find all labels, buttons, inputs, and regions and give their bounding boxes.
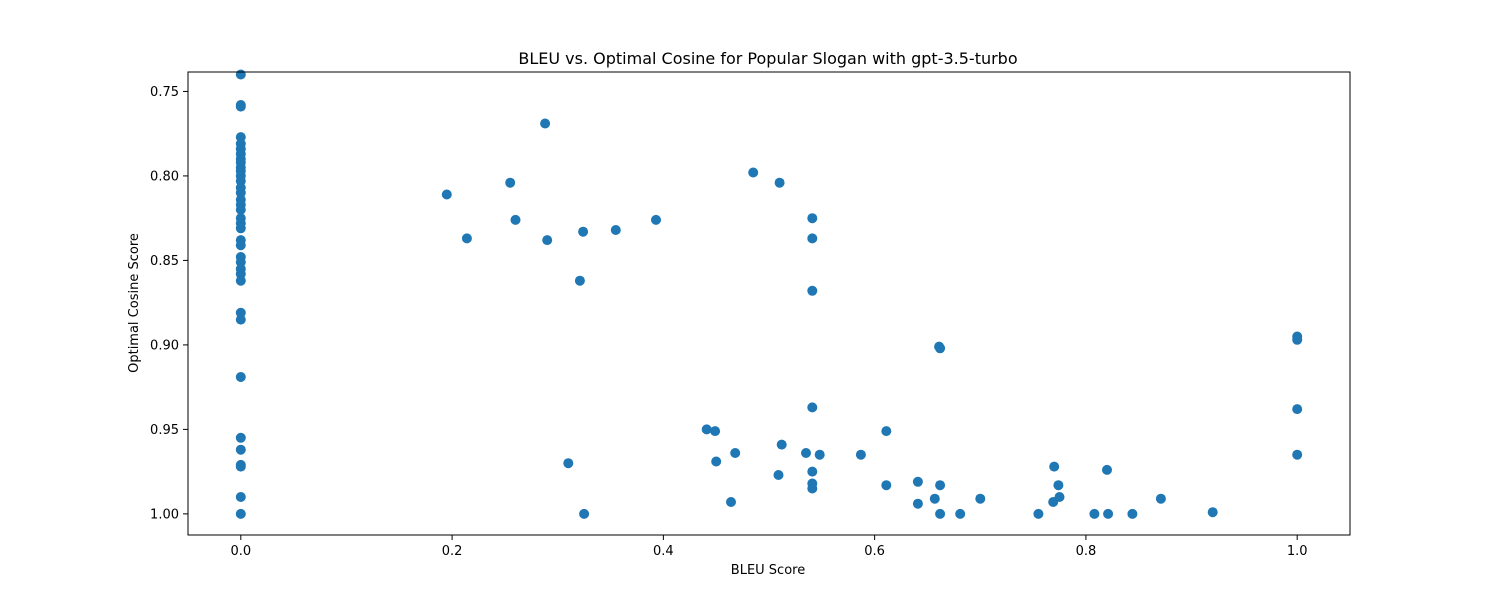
- data-point-81: [1049, 461, 1060, 472]
- data-point-56: [774, 177, 785, 188]
- data-point-49: [701, 424, 712, 435]
- data-point-38: [461, 233, 472, 244]
- data-point-84: [1089, 508, 1100, 519]
- data-point-92: [1292, 404, 1303, 415]
- data-point-58: [801, 448, 811, 458]
- data-point-74: [935, 343, 946, 354]
- data-point-70: [912, 476, 923, 487]
- data-point-27: [235, 275, 246, 286]
- data-point-44: [574, 275, 585, 286]
- data-point-55: [773, 470, 784, 480]
- x-tick-label: 0.0: [230, 544, 251, 559]
- data-point-69: [881, 480, 892, 491]
- data-point-63: [807, 466, 818, 477]
- data-point-83: [1054, 492, 1065, 502]
- data-point-88: [1155, 493, 1166, 504]
- y-tick-label: 0.80: [150, 169, 179, 184]
- data-point-77: [955, 508, 966, 519]
- data-point-75: [935, 480, 946, 491]
- data-point-67: [855, 449, 866, 460]
- data-point-78: [975, 493, 986, 504]
- x-tick-label: 0.6: [864, 544, 885, 559]
- points-layer: [235, 69, 1303, 519]
- data-point-79: [1033, 508, 1044, 519]
- data-point-41: [540, 118, 551, 129]
- data-point-68: [881, 426, 892, 437]
- chart-title: BLEU vs. Optimal Cosine for Popular Slog…: [518, 49, 1017, 68]
- data-point-82: [1053, 480, 1064, 491]
- data-point-35: [235, 492, 246, 502]
- data-point-87: [1127, 508, 1138, 519]
- plot-area-frame: [187, 71, 1351, 536]
- x-axis: 0.0 0.2 0.4 0.6 0.8 1.0: [230, 535, 1308, 559]
- y-tick-label: 0.90: [150, 338, 179, 353]
- data-point-93: [1292, 449, 1303, 460]
- data-point-31: [235, 432, 246, 443]
- data-point-76: [935, 508, 946, 519]
- data-point-59: [807, 213, 818, 224]
- x-axis-label: BLEU Score: [731, 563, 805, 578]
- data-point-47: [610, 225, 621, 235]
- data-point-53: [730, 448, 741, 458]
- y-axis: 0.75 0.80 0.85 0.90 0.95 1.00: [150, 85, 188, 522]
- data-point-37: [441, 189, 452, 200]
- x-tick-label: 1.0: [1287, 544, 1308, 559]
- y-tick-label: 1.00: [150, 507, 179, 522]
- data-point-89: [1207, 507, 1218, 518]
- data-point-0: [235, 69, 246, 80]
- data-point-51: [711, 456, 722, 467]
- data-point-62: [807, 402, 818, 413]
- data-point-85: [1102, 464, 1112, 475]
- data-point-54: [748, 167, 759, 178]
- y-axis-label: Optimal Cosine Score: [127, 233, 142, 373]
- x-tick-label: 0.2: [442, 544, 463, 559]
- data-point-72: [929, 493, 940, 504]
- data-point-66: [814, 449, 825, 460]
- x-tick-label: 0.8: [1076, 544, 1097, 559]
- data-point-71: [912, 498, 923, 509]
- data-point-17: [235, 204, 246, 215]
- data-point-91: [1292, 334, 1303, 345]
- data-point-32: [235, 444, 246, 455]
- data-point-61: [807, 285, 818, 296]
- data-point-65: [807, 483, 818, 494]
- y-tick-label: 0.75: [150, 85, 179, 100]
- data-point-46: [579, 508, 590, 519]
- data-point-57: [776, 439, 787, 450]
- data-point-45: [578, 226, 589, 237]
- data-point-39: [505, 177, 516, 188]
- data-point-48: [651, 214, 661, 225]
- data-point-36: [235, 508, 246, 519]
- data-point-22: [235, 240, 246, 251]
- data-point-60: [807, 233, 818, 244]
- data-point-29: [235, 314, 246, 325]
- data-point-20: [235, 223, 246, 234]
- data-point-50: [710, 426, 721, 437]
- data-point-43: [563, 458, 574, 469]
- data-point-86: [1103, 508, 1114, 519]
- data-point-2: [235, 101, 246, 112]
- y-tick-label: 0.85: [150, 254, 179, 269]
- data-point-52: [726, 497, 736, 507]
- x-tick-label: 0.4: [653, 544, 674, 559]
- data-point-30: [235, 372, 246, 382]
- data-point-34: [235, 461, 246, 472]
- y-tick-label: 0.95: [150, 423, 179, 438]
- data-point-40: [510, 214, 521, 225]
- data-point-42: [542, 235, 553, 246]
